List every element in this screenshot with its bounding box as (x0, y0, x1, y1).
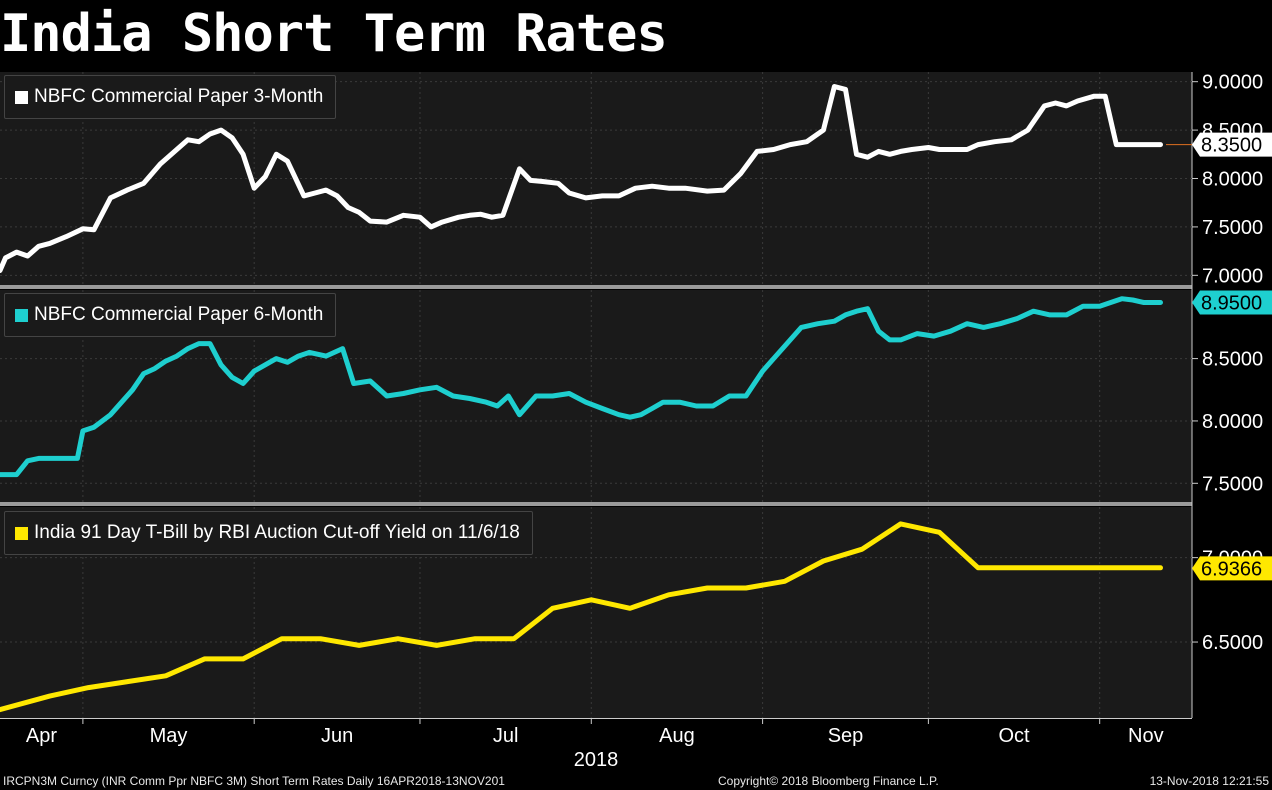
y-tick-label: 7.5000 (1202, 217, 1263, 239)
panel-separator-2 (0, 502, 1192, 506)
x-tick-label: Apr (26, 725, 57, 747)
legend-label-1: NBFC Commercial Paper 3-Month (34, 86, 324, 107)
page-title: India Short Term Rates (0, 4, 668, 64)
last-value-label-3: 6.9366 (1201, 558, 1262, 580)
legend-swatch-3 (15, 526, 28, 540)
legend-panel-1: NBFC Commercial Paper 3-Month (4, 75, 337, 119)
footer-copyright: Copyright© 2018 Bloomberg Finance L.P. (718, 774, 939, 788)
legend-panel-3: India 91 Day T-Bill by RBI Auction Cut-o… (4, 511, 533, 555)
series-line-3 (0, 521, 1163, 713)
last-value-tag-1 (1192, 132, 1272, 157)
y-tick-label: 7.0000 (1202, 265, 1263, 287)
legend-swatch-2 (15, 308, 28, 322)
series-line-2 (0, 296, 1163, 478)
y-tick-label: 7.5000 (1202, 473, 1263, 495)
legend-swatch-1 (15, 90, 28, 104)
footer-source: IRCPN3M Curncy (INR Comm Ppr NBFC 3M) Sh… (3, 774, 505, 788)
y-tick-label: 6.5000 (1202, 632, 1263, 654)
last-value-label-2: 8.9500 (1201, 292, 1262, 314)
footer-timestamp: 13-Nov-2018 12:21:55 (1149, 774, 1269, 788)
last-value-label-1: 8.3500 (1201, 135, 1262, 157)
y-tick-label: 9.0000 (1202, 72, 1263, 94)
legend-label-3: India 91 Day T-Bill by RBI Auction Cut-o… (34, 522, 520, 543)
last-value-tag-2 (1192, 290, 1272, 315)
series-line-1 (0, 84, 1163, 273)
y-tick-label: 8.5000 (1202, 349, 1263, 371)
y-tick-label: 8.0000 (1202, 411, 1263, 433)
x-tick-label: May (150, 725, 188, 747)
x-tick-label: Oct (998, 725, 1030, 747)
x-tick-label: Jun (321, 725, 353, 747)
x-tick-label: Aug (659, 725, 695, 747)
y-tick-label: 8.0000 (1202, 169, 1263, 191)
x-tick-label: Jul (493, 725, 519, 747)
legend-label-2: NBFC Commercial Paper 6-Month (34, 304, 324, 325)
x-tick-label: Nov (1128, 725, 1164, 747)
panel-separator-1 (0, 285, 1192, 289)
legend-panel-2: NBFC Commercial Paper 6-Month (4, 293, 337, 337)
x-axis-year-label: 2018 (574, 749, 619, 771)
last-value-tag-3 (1192, 556, 1272, 581)
x-tick-label: Sep (828, 725, 864, 747)
